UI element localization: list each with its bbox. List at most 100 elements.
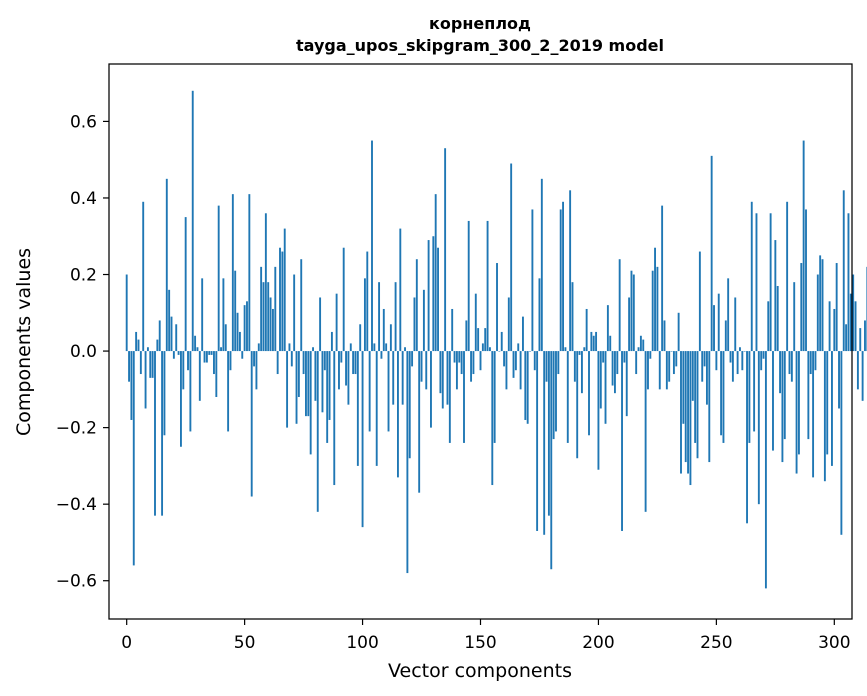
bar-component-240 — [691, 351, 694, 401]
bar-component-7 — [142, 201, 145, 352]
y-axis-label: Components values — [13, 248, 35, 436]
bar-component-308 — [852, 274, 855, 352]
bar-component-113 — [392, 351, 395, 405]
bar-component-243 — [698, 251, 701, 352]
bar-component-98 — [356, 351, 359, 466]
bar-component-117 — [401, 351, 404, 405]
bar-component-262 — [743, 351, 746, 352]
bar-component-110 — [385, 343, 388, 352]
bar-component-79 — [312, 347, 314, 352]
bar-component-25 — [184, 217, 187, 352]
bar-component-278 — [781, 351, 784, 463]
bar-component-4 — [135, 331, 138, 352]
bar-component-260 — [739, 347, 741, 352]
bar-component-148 — [474, 293, 477, 352]
bar-component-37 — [213, 351, 215, 375]
bar-component-218 — [639, 335, 642, 352]
bar-component-121 — [411, 351, 414, 367]
bar-component-78 — [309, 351, 312, 455]
bar-component-41 — [222, 278, 225, 352]
bar-component-80 — [314, 351, 317, 401]
y-tick-label: −0.4 — [56, 495, 97, 515]
bar-component-254 — [724, 320, 727, 352]
bar-component-300 — [833, 308, 836, 352]
bar-component-256 — [729, 351, 732, 363]
bar-component-83 — [321, 351, 324, 413]
bar-component-108 — [380, 351, 383, 359]
bar-component-234 — [677, 312, 680, 352]
bar-component-289 — [807, 351, 810, 440]
bar-component-225 — [656, 266, 659, 352]
bar-component-226 — [658, 351, 661, 390]
bar-component-35 — [208, 351, 211, 355]
bar-component-143 — [463, 351, 465, 443]
bar-component-55 — [255, 351, 258, 390]
bar-component-134 — [441, 351, 444, 409]
bar-component-105 — [373, 343, 376, 352]
bar-component-119 — [406, 351, 409, 574]
bar-component-82 — [319, 297, 322, 352]
bar-component-168 — [522, 316, 524, 352]
bar-component-87 — [330, 331, 333, 352]
bar-component-270 — [762, 351, 765, 359]
bar-component-291 — [812, 351, 815, 478]
bar-component-43 — [227, 351, 230, 432]
bar-component-242 — [696, 351, 699, 459]
chart-subtitle: tayga_upos_skipgram_300_2_2019 model — [296, 36, 664, 55]
bar-component-310 — [856, 351, 859, 390]
bar-component-88 — [333, 351, 336, 486]
y-tick-label: 0.6 — [70, 112, 97, 132]
bar-component-116 — [399, 228, 402, 352]
bar-component-54 — [253, 351, 256, 367]
bar-component-122 — [413, 297, 416, 352]
bar-component-149 — [477, 328, 480, 352]
bar-component-142 — [460, 351, 463, 375]
bar-component-186 — [564, 347, 567, 352]
bar-component-90 — [338, 351, 340, 390]
bar-component-48 — [238, 331, 241, 352]
x-tick-label: 200 — [582, 633, 614, 653]
bar-component-69 — [288, 343, 291, 352]
bar-component-213 — [628, 297, 631, 352]
bar-component-140 — [455, 351, 458, 390]
bar-component-20 — [172, 351, 175, 359]
bar-component-27 — [189, 351, 192, 432]
bar-component-151 — [481, 343, 484, 352]
bar-component-219 — [642, 339, 645, 352]
bar-component-269 — [760, 351, 763, 371]
bar-component-158 — [498, 351, 501, 352]
bar-component-245 — [703, 351, 706, 367]
bar-component-216 — [635, 351, 638, 375]
bar-component-157 — [496, 263, 498, 352]
bar-component-191 — [576, 351, 579, 459]
bar-component-249 — [713, 305, 715, 352]
bar-component-257 — [731, 351, 734, 382]
bar-component-92 — [342, 247, 345, 352]
bar-component-106 — [375, 351, 378, 466]
bar-component-14 — [158, 320, 161, 352]
bar-component-115 — [397, 351, 399, 478]
bar-component-22 — [177, 351, 180, 355]
bar-component-16 — [163, 351, 166, 436]
bar-component-205 — [609, 335, 612, 352]
y-tick-label: 0.4 — [70, 189, 97, 209]
bar-component-44 — [229, 351, 232, 371]
bar-component-253 — [722, 351, 725, 443]
bar-component-237 — [684, 351, 687, 463]
bar-component-266 — [753, 351, 756, 432]
bar-component-107 — [378, 282, 381, 352]
bar-component-239 — [689, 351, 692, 486]
bar-component-224 — [654, 247, 656, 352]
bar-component-172 — [531, 209, 534, 352]
bar-component-193 — [580, 351, 583, 394]
bar-component-273 — [769, 213, 772, 352]
bar-component-248 — [710, 155, 713, 352]
bar-component-154 — [488, 347, 491, 352]
bar-component-246 — [705, 351, 708, 405]
bar-component-111 — [387, 351, 390, 432]
bar-component-40 — [220, 347, 222, 352]
bar-component-208 — [616, 351, 619, 375]
bar-component-212 — [625, 351, 628, 417]
bar-component-305 — [845, 324, 848, 352]
bar-component-187 — [566, 351, 569, 443]
